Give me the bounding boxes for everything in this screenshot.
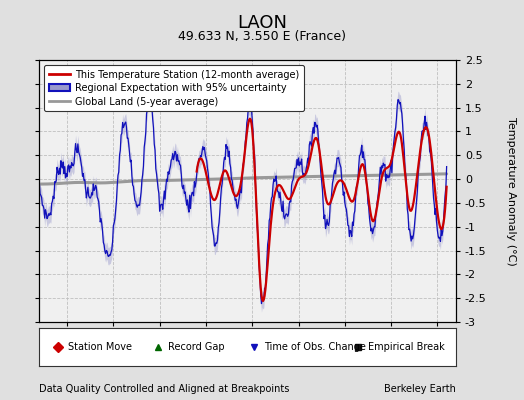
Text: 49.633 N, 3.550 E (France): 49.633 N, 3.550 E (France) bbox=[178, 30, 346, 43]
Text: LAON: LAON bbox=[237, 14, 287, 32]
Text: Berkeley Earth: Berkeley Earth bbox=[384, 384, 456, 394]
Text: Empirical Break: Empirical Break bbox=[368, 342, 445, 352]
Text: Time of Obs. Change: Time of Obs. Change bbox=[264, 342, 366, 352]
Text: Record Gap: Record Gap bbox=[168, 342, 225, 352]
Y-axis label: Temperature Anomaly (°C): Temperature Anomaly (°C) bbox=[506, 117, 516, 265]
Text: Data Quality Controlled and Aligned at Breakpoints: Data Quality Controlled and Aligned at B… bbox=[39, 384, 290, 394]
Legend: This Temperature Station (12-month average), Regional Expectation with 95% uncer: This Temperature Station (12-month avera… bbox=[44, 65, 304, 111]
Text: Station Move: Station Move bbox=[69, 342, 133, 352]
